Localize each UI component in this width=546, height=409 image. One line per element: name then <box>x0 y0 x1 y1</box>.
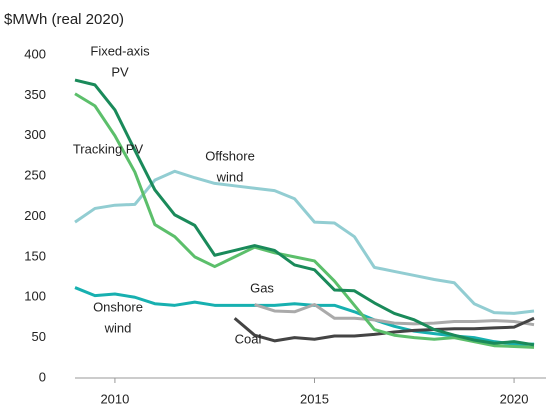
chart-title: $MWh (real 2020) <box>4 11 124 28</box>
annotation: wind <box>216 169 244 184</box>
x-tick-label: 2015 <box>300 391 329 406</box>
y-tick-label: 50 <box>32 329 46 344</box>
y-tick-label: 400 <box>24 46 46 61</box>
x-tick-label: 2010 <box>100 391 129 406</box>
annotation: Tracking PV <box>73 141 144 156</box>
annotation: wind <box>104 320 132 335</box>
series-line <box>74 78 535 347</box>
y-tick-label: 100 <box>24 289 46 304</box>
y-tick-label: 200 <box>24 208 46 223</box>
y-tick-label: 150 <box>24 248 46 263</box>
y-tick-label: 350 <box>24 87 46 102</box>
y-tick-label: 300 <box>24 127 46 142</box>
annotation: Gas <box>250 280 274 295</box>
annotation: Fixed-axis <box>90 43 150 58</box>
series-line <box>254 303 535 327</box>
annotation: Coal <box>235 331 262 346</box>
annotation: Onshore <box>93 299 143 314</box>
y-tick-label: 250 <box>24 168 46 183</box>
annotation: PV <box>111 64 129 79</box>
x-tick-label: 2020 <box>500 391 529 406</box>
series-line <box>74 92 535 349</box>
y-tick-label: 0 <box>39 369 46 384</box>
annotation: Offshore <box>205 148 255 163</box>
